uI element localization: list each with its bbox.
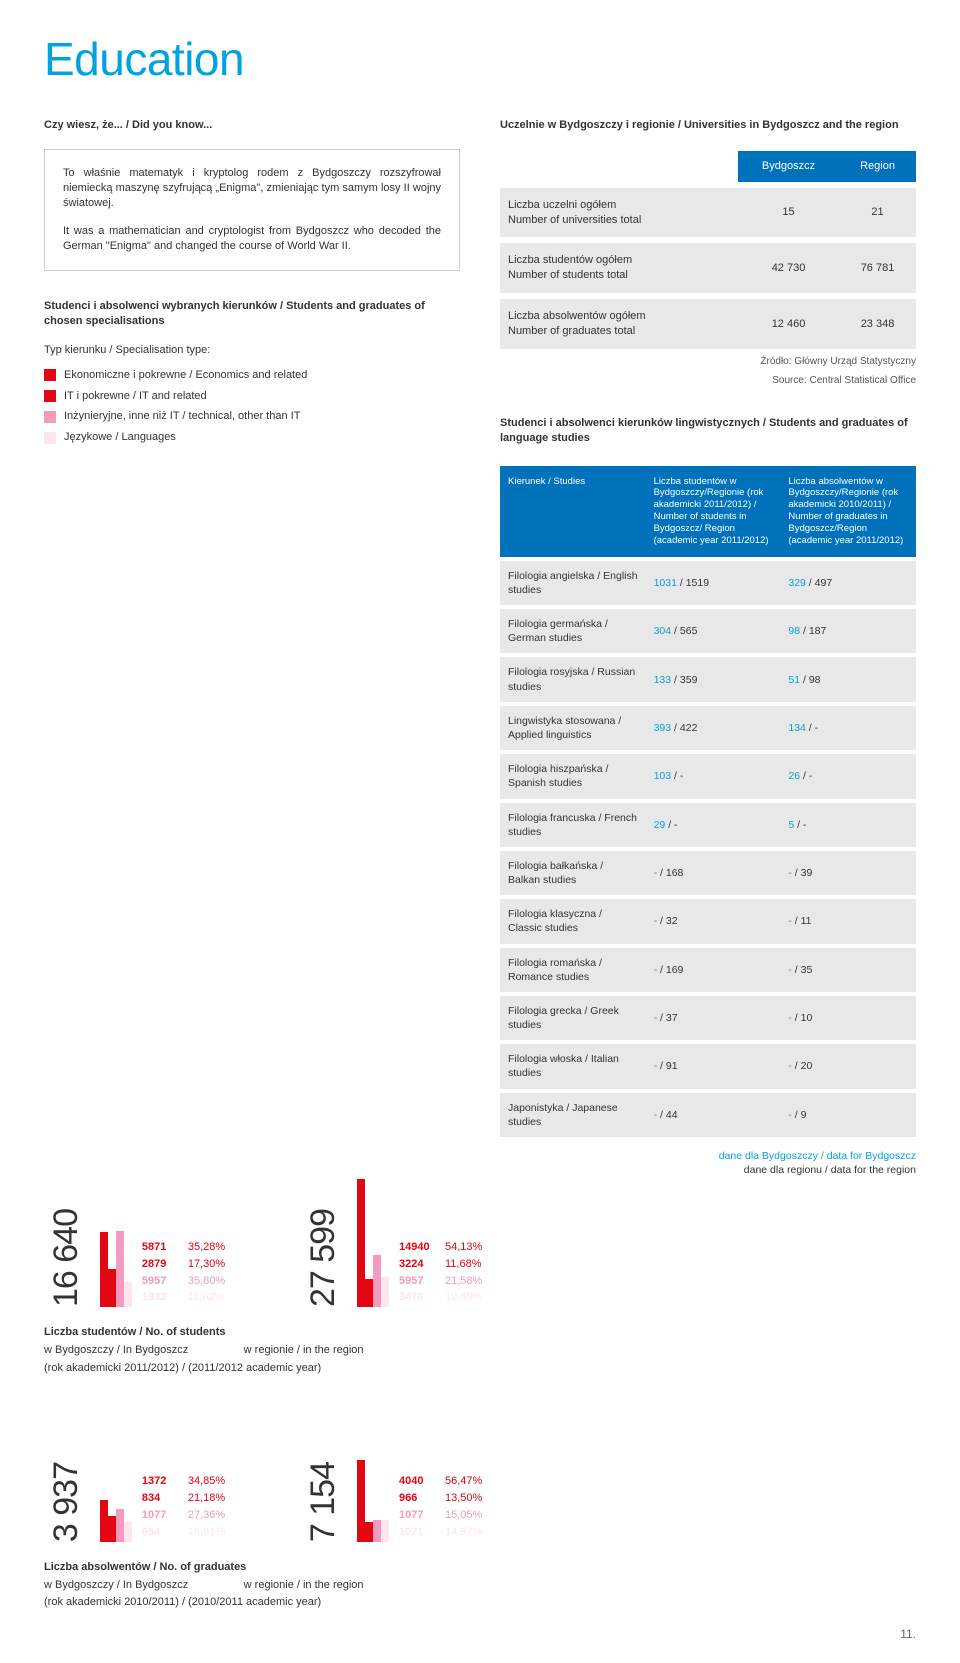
chart-sub-year: (rok akademicki 2010/2011) / (2010/2011 … — [44, 1595, 460, 1610]
table-row: Lingwistyka stosowana / Applied linguist… — [500, 706, 916, 750]
bar — [357, 1179, 365, 1307]
chart-unit: 3 937 137234,85%83421,18%107727,36%65416,… — [44, 1412, 271, 1542]
bar — [357, 1460, 365, 1542]
legend-swatch — [44, 369, 56, 381]
bar-group — [100, 1177, 132, 1307]
legend-item: IT i pokrewne / IT and related — [44, 389, 460, 404]
source-en: Source: Central Statistical Office — [500, 374, 916, 388]
legend-item: Językowe / Languages — [44, 430, 460, 445]
bar-group — [100, 1412, 132, 1542]
chart-unit: 27 599 1494054,13%322411,68%595721,58%347… — [301, 1177, 528, 1307]
table-row: Filologia klasyczna / Classic studies- /… — [500, 899, 916, 943]
uni-region-title: Uczelnie w Bydgoszczy i regionie / Unive… — [500, 118, 916, 133]
table-row: Japonistyka / Japanese studies- / 44- / … — [500, 1093, 916, 1137]
bar — [373, 1255, 381, 1307]
did-you-know-box: To właśnie matematyk i kryptolog rodem z… — [44, 149, 460, 271]
legend-swatch — [44, 390, 56, 402]
note-blue: dane dla Bydgoszczy / data for Bydgoszcz — [719, 1150, 916, 1162]
chart-caption: Liczba studentów / No. of students — [44, 1325, 460, 1340]
table-row: Filologia bałkańska / Balkan studies- / … — [500, 851, 916, 895]
bar — [108, 1516, 116, 1542]
legend-label: Językowe / Languages — [64, 430, 176, 445]
table-row: Liczba studentów ogółem Number of studen… — [500, 240, 916, 296]
table-row: Liczba uczelni ogółem Number of universi… — [500, 185, 916, 241]
bar — [100, 1232, 108, 1307]
legend-item: Ekonomiczne i pokrewne / Economics and r… — [44, 368, 460, 383]
chart-sub-year: (rok akademicki 2011/2012) / (2011/2012 … — [44, 1361, 460, 1376]
uni-region-table: Bydgoszcz Region Liczba uczelni ogółem N… — [500, 151, 916, 349]
chart-caption: Liczba absolwentów / No. of graduates — [44, 1560, 460, 1575]
legend-swatch — [44, 432, 56, 444]
did-you-know-label: Czy wiesz, że... / Did you know... — [44, 118, 460, 133]
bar — [124, 1282, 132, 1307]
table-row: Liczba absolwentów ogółem Number of grad… — [500, 296, 916, 349]
chart-total: 27 599 — [301, 1209, 347, 1307]
bar — [116, 1509, 124, 1542]
value-list: 137234,85%83421,18%107727,36%65416,61% — [142, 1472, 225, 1541]
bar-group — [357, 1412, 389, 1542]
chart-unit: 16 640 587135,28%287917,30%595735,80%1933… — [44, 1177, 271, 1307]
lang-hdr3: Liczba absolwentów w Bydgoszczy/Regionie… — [780, 466, 916, 557]
bar — [124, 1522, 132, 1542]
chart-sub: w Bydgoszczy / In Bydgoszczw regionie / … — [44, 1343, 460, 1358]
legend-item: Inżynieryjne, inne niż IT / technical, o… — [44, 409, 460, 424]
specialisation-type-label: Typ kierunku / Specialisation type: — [44, 343, 460, 358]
lang-hdr2: Liczba studentów w Bydgoszczy/Regionie (… — [646, 466, 781, 557]
page-number: 11. — [44, 1626, 916, 1642]
value-list: 587135,28%287917,30%595735,80%193311,62% — [142, 1238, 225, 1307]
did-you-know-en: It was a mathematician and cryptologist … — [63, 224, 441, 254]
specialisations-title: Studenci i absolwenci wybranych kierunkó… — [44, 299, 460, 329]
legend-swatch — [44, 411, 56, 423]
bar-group — [357, 1177, 389, 1307]
source-pl: Źródło: Główny Urząd Statystyczny — [500, 355, 916, 369]
table-row: Filologia francuska / French studies29 /… — [500, 803, 916, 847]
lang-hdr1: Kierunek / Studies — [500, 466, 646, 557]
legend-label: Ekonomiczne i pokrewne / Economics and r… — [64, 368, 307, 383]
table-row: Filologia germańska / German studies304 … — [500, 609, 916, 653]
table-row: Filologia rosyjska / Russian studies133 … — [500, 657, 916, 701]
lang-studies-table: Kierunek / Studies Liczba studentów w By… — [500, 462, 916, 1141]
table-row: Filologia angielska / English studies103… — [500, 561, 916, 605]
col-bydgoszcz: Bydgoszcz — [738, 151, 839, 185]
bar — [381, 1520, 389, 1542]
value-list: 404056,47%96613,50%107715,05%107114,97% — [399, 1472, 482, 1541]
chart-total: 3 937 — [44, 1462, 90, 1542]
bar — [100, 1500, 108, 1542]
bar — [381, 1277, 389, 1307]
chart-total: 7 154 — [301, 1462, 347, 1542]
value-list: 1494054,13%322411,68%595721,58%347812,60… — [399, 1238, 482, 1307]
note-dark: dane dla regionu / data for the region — [744, 1164, 916, 1176]
chart-sub: w Bydgoszczy / In Bydgoszczw regionie / … — [44, 1578, 460, 1593]
bar — [365, 1522, 373, 1542]
table-row: Filologia hiszpańska / Spanish studies10… — [500, 754, 916, 798]
did-you-know-pl: To właśnie matematyk i kryptolog rodem z… — [63, 166, 441, 211]
table-row: Filologia romańska / Romance studies- / … — [500, 948, 916, 992]
chart-unit: 7 154 404056,47%96613,50%107715,05%107114… — [301, 1412, 528, 1542]
bar — [108, 1269, 116, 1307]
lang-studies-title: Studenci i absolwenci kierunków lingwist… — [500, 416, 916, 446]
page-title: Education — [44, 28, 916, 90]
bar — [373, 1520, 381, 1542]
bar — [365, 1279, 373, 1307]
table-row: Filologia grecka / Greek studies- / 37- … — [500, 996, 916, 1040]
legend-label: Inżynieryjne, inne niż IT / technical, o… — [64, 409, 300, 424]
bar — [116, 1231, 124, 1307]
legend-label: IT i pokrewne / IT and related — [64, 389, 207, 404]
table-row: Filologia włoska / Italian studies- / 91… — [500, 1044, 916, 1088]
chart-total: 16 640 — [44, 1209, 90, 1307]
col-region: Region — [839, 151, 916, 185]
